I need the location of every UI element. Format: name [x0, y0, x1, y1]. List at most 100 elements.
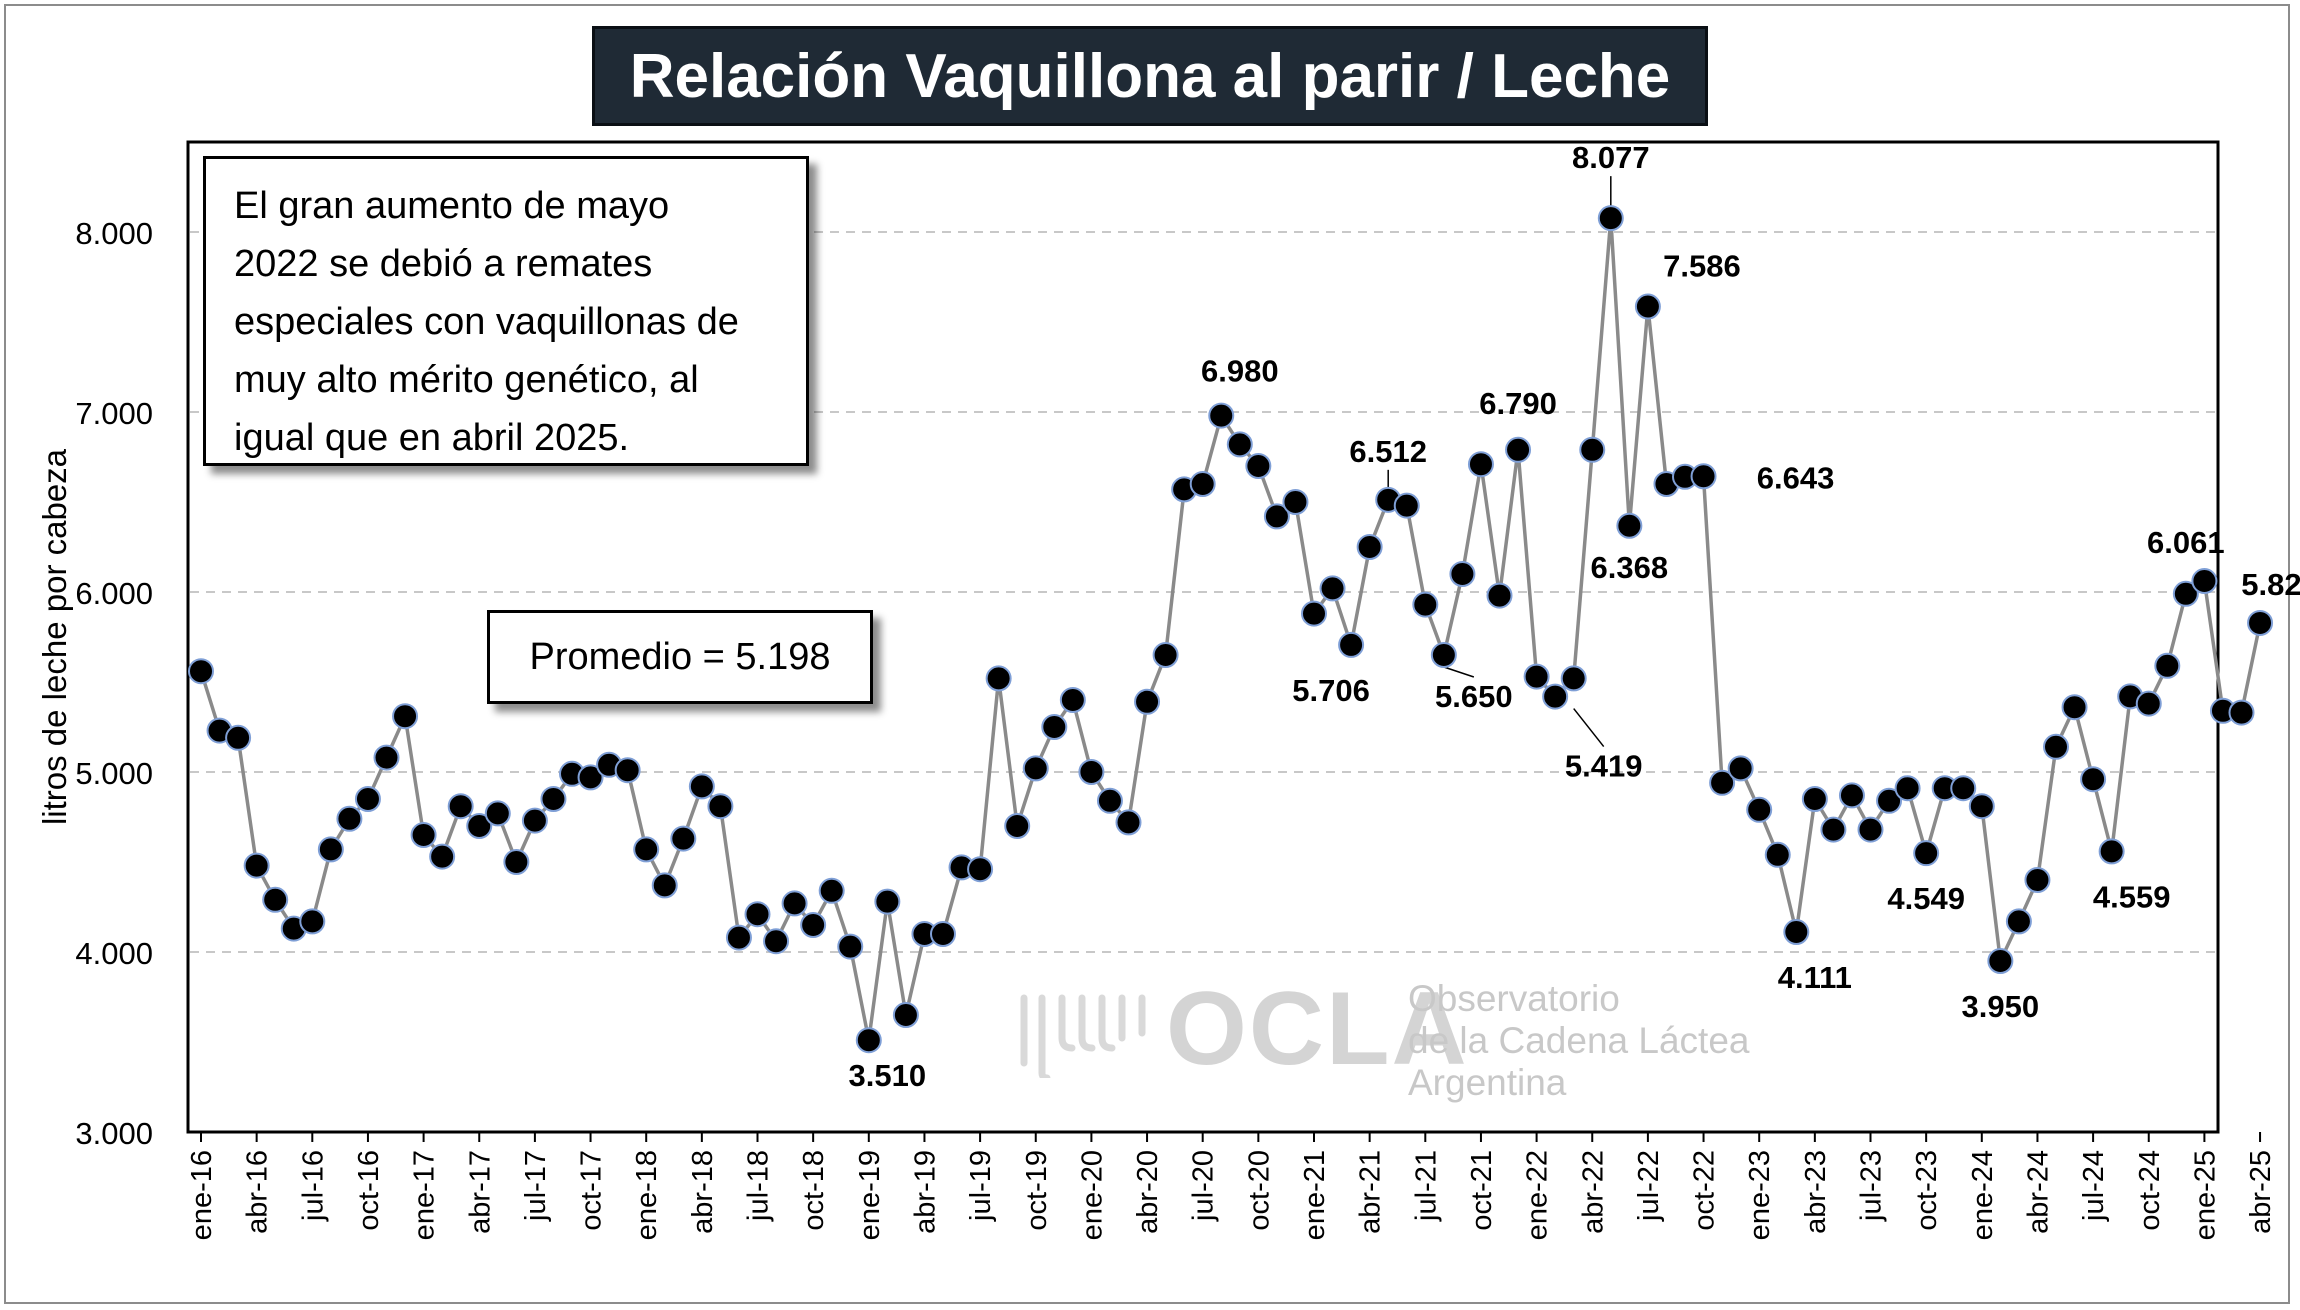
data-points [188, 205, 2274, 1054]
data-point [2247, 609, 2274, 636]
data-point [688, 773, 715, 800]
y-tick-label: 5.000 [75, 756, 153, 791]
x-tick-label: ene-18 [631, 1150, 663, 1240]
data-point [985, 665, 1012, 692]
ocla-logo-icon [1020, 994, 1146, 1082]
data-label: 5.650 [1435, 679, 1513, 714]
data-label: 6.643 [1757, 460, 1835, 495]
data-point [1876, 787, 1903, 814]
data-label: 6.980 [1201, 354, 1279, 389]
data-point [1096, 787, 1123, 814]
data-point [1486, 582, 1513, 609]
x-tick-label: oct-19 [1021, 1150, 1053, 1231]
data-point [410, 822, 437, 848]
data-point [2228, 699, 2255, 726]
data-point [725, 924, 752, 951]
data-label: 5.419 [1565, 749, 1643, 784]
ocla-watermark: OCLA Observatorio de la Cadena Láctea Ar… [1016, 971, 1750, 1103]
x-tick-label: abr-17 [464, 1150, 496, 1234]
data-point [2191, 568, 2218, 595]
average-annotation: Promedio = 5.198 [487, 610, 873, 704]
data-point [2005, 908, 2032, 935]
data-point [1560, 665, 1587, 692]
data-point [1523, 663, 1550, 690]
label-leader-lines [1387, 176, 1612, 748]
data-label: 4.559 [2093, 879, 2171, 914]
x-tick-label: abr-19 [909, 1150, 941, 1234]
annotation-note: El gran aumento de mayo 2022 se debió a … [203, 156, 809, 466]
y-tick-label: 8.000 [75, 216, 153, 251]
label-leader-line [1443, 666, 1475, 678]
data-point [1727, 755, 1754, 782]
x-tick-label: abr-25 [2245, 1150, 2277, 1234]
data-label: 7.586 [1663, 249, 1741, 284]
data-point [1634, 293, 1661, 320]
x-tick-label: jul-24 [2078, 1150, 2110, 1222]
data-label: 6.061 [2147, 525, 2225, 560]
data-point [1820, 816, 1847, 843]
x-tick-label: abr-21 [1355, 1150, 1387, 1234]
data-point [1690, 463, 1717, 490]
x-tick-label: oct-24 [2134, 1150, 2166, 1231]
data-label: 3.510 [849, 1058, 927, 1093]
data-point [892, 1002, 919, 1028]
data-point [1134, 688, 1161, 715]
data-point [1857, 816, 1884, 843]
data-point [484, 800, 511, 827]
data-point [1542, 683, 1569, 710]
x-tick-label: ene-25 [2189, 1150, 2221, 1240]
data-point [1783, 919, 1810, 946]
data-point [1950, 775, 1977, 802]
x-tick-label: abr-24 [2022, 1150, 2054, 1234]
x-tick-label: jul-17 [520, 1150, 552, 1222]
x-tick-label: ene-23 [1744, 1150, 1776, 1240]
x-tick-label: jul-18 [743, 1150, 775, 1222]
data-point [2061, 694, 2088, 721]
x-tick-label: jul-23 [1856, 1150, 1888, 1222]
data-point [1152, 642, 1179, 668]
data-point [1505, 436, 1532, 463]
data-point [651, 872, 678, 899]
x-tick-label: abr-18 [687, 1150, 719, 1234]
data-point [1801, 786, 1828, 812]
data-point [855, 1027, 882, 1054]
x-tick-label: ene-16 [186, 1150, 218, 1240]
data-point [763, 928, 790, 955]
x-tick-label: oct-18 [798, 1150, 830, 1231]
data-label: 8.077 [1572, 140, 1650, 175]
chart-title: Relación Vaquillona al parir / Leche [592, 26, 1708, 126]
data-point [818, 877, 845, 904]
data-point [633, 836, 660, 863]
data-point [967, 856, 994, 883]
x-tick-label: ene-19 [854, 1150, 886, 1240]
data-point [1913, 840, 1940, 867]
data-point [1078, 759, 1105, 785]
data-point [707, 793, 734, 820]
data-point [1987, 948, 2014, 974]
watermark-line-2: de la Cadena Láctea [1408, 1020, 1750, 1061]
y-tick-label: 3.000 [75, 1116, 153, 1151]
data-point [1356, 534, 1383, 560]
x-tick-label: oct-17 [576, 1150, 608, 1231]
data-point [1579, 436, 1606, 463]
data-label: 4.111 [1778, 960, 1852, 995]
x-tick-label: ene-24 [1967, 1150, 1999, 1240]
x-tick-label: jul-22 [1633, 1150, 1665, 1222]
data-point [2098, 838, 2125, 865]
data-point [744, 901, 771, 928]
data-point [1338, 631, 1365, 658]
data-point [373, 744, 400, 771]
x-tick-label: oct-22 [1689, 1150, 1721, 1231]
x-tick-labels: ene-16 abr-16 jul-16 oct-16 ene-17 abr-17 jul-… [186, 1132, 2277, 1240]
data-point [2172, 580, 2199, 607]
data-point [1894, 775, 1921, 802]
y-tick-label: 7.000 [75, 396, 153, 431]
data-label: 6.512 [1349, 434, 1427, 469]
data-point [874, 888, 901, 915]
data-point [2024, 867, 2051, 893]
data-point [1226, 431, 1253, 458]
x-tick-label: ene-22 [1522, 1150, 1554, 1240]
data-point [837, 933, 864, 960]
watermark-line-1: Observatorio [1408, 978, 1620, 1019]
data-point [2080, 766, 2107, 793]
